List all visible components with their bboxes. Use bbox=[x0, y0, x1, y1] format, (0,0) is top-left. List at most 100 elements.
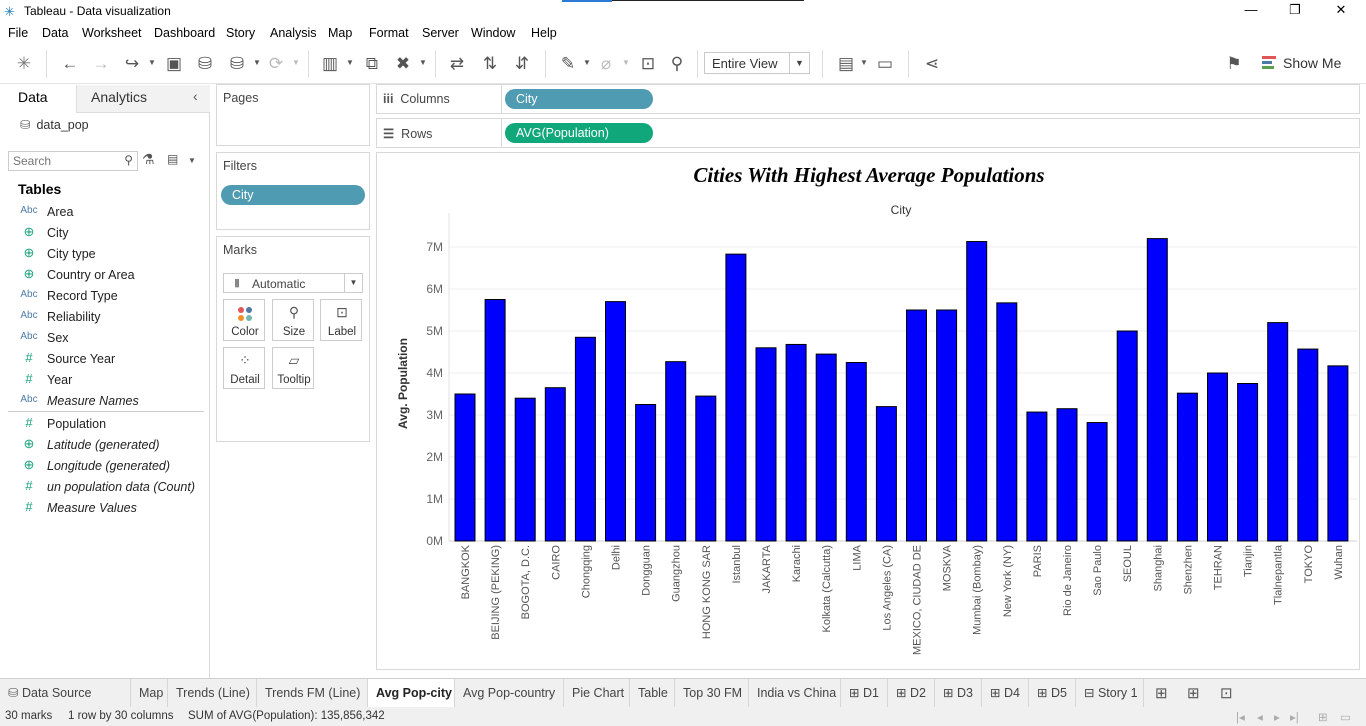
filmstrip-icon[interactable]: ▭ bbox=[1340, 712, 1351, 724]
tab-trends-line[interactable]: Trends (Line) bbox=[168, 679, 257, 708]
menu-server[interactable]: Server bbox=[422, 26, 459, 40]
pages-card[interactable]: Pages bbox=[216, 84, 370, 146]
new-dashboard-tab-icon[interactable]: ⊞ bbox=[1187, 685, 1200, 702]
tab-data[interactable]: Data bbox=[0, 85, 76, 113]
view-dropdown-icon[interactable]: ▼ bbox=[188, 156, 196, 165]
show-mark-labels-icon[interactable]: ⊡ bbox=[640, 54, 656, 73]
sort-ascending-icon[interactable]: ⇅ bbox=[482, 54, 498, 73]
clear-dropdown-icon[interactable]: ▼ bbox=[419, 58, 427, 67]
show-me-button[interactable]: Show Me bbox=[1256, 51, 1366, 75]
menu-map[interactable]: Map bbox=[328, 26, 353, 40]
tab-table[interactable]: Table bbox=[630, 679, 675, 708]
tab-story-1[interactable]: ⊟ Story 1 bbox=[1076, 679, 1144, 708]
tableau-home-icon[interactable]: ✳ bbox=[16, 54, 32, 73]
menu-dashboard[interactable]: Dashboard bbox=[154, 26, 216, 40]
tab-data-source[interactable]: ⛁ Data Source bbox=[0, 679, 131, 708]
restore-button[interactable]: ❐ bbox=[1289, 2, 1301, 17]
rows-shelf[interactable]: ☰ Rows AVG(Population) bbox=[376, 118, 1360, 148]
sheet-nav-prev-icon[interactable]: ◂ bbox=[1257, 712, 1263, 724]
field-longitude[interactable]: ⊕ Longitude (generated) bbox=[0, 456, 205, 477]
bar-chart[interactable]: 0M 1M 2M 3M 4M 5M 6M 7M Avg. Population BANGKOK BE… bbox=[377, 153, 1361, 671]
field-country-or-area[interactable]: ⊕ Country or Area bbox=[0, 265, 205, 286]
filter-icon[interactable]: ⚗ bbox=[142, 151, 155, 167]
fix-axes-icon[interactable]: ⚲ bbox=[670, 54, 684, 73]
menu-data[interactable]: Data bbox=[42, 26, 69, 40]
tooltip-button[interactable]: ▱ Tooltip bbox=[272, 347, 314, 389]
undo-icon[interactable]: ← bbox=[61, 54, 79, 73]
tab-d5[interactable]: ⊞ D5 bbox=[1029, 679, 1076, 708]
data-source-item[interactable]: ⛁ data_pop bbox=[20, 117, 89, 132]
tab-d3[interactable]: ⊞ D3 bbox=[935, 679, 982, 708]
filter-pill-city[interactable]: City bbox=[221, 185, 365, 205]
sort-descending-icon[interactable]: ⇵ bbox=[514, 54, 530, 73]
group-members-icon[interactable]: ⌀ bbox=[600, 54, 612, 73]
show-cards-icon[interactable]: ▤ bbox=[837, 54, 855, 73]
format-painter-icon[interactable]: ⚑ bbox=[1226, 54, 1242, 73]
highlight-dropdown-icon[interactable]: ▼ bbox=[583, 58, 591, 67]
search-input[interactable] bbox=[13, 154, 117, 168]
color-button[interactable]: Color bbox=[223, 299, 265, 341]
new-sheet-dropdown-icon[interactable]: ▼ bbox=[346, 58, 354, 67]
field-source-year[interactable]: # Source Year bbox=[0, 349, 205, 370]
menu-file[interactable]: File bbox=[8, 26, 29, 40]
close-button[interactable]: ✕ bbox=[1335, 2, 1347, 17]
redo-icon[interactable]: → bbox=[92, 54, 110, 73]
pause-dropdown-icon[interactable]: ▼ bbox=[253, 58, 261, 67]
tab-top-30-fm[interactable]: Top 30 FM bbox=[675, 679, 749, 708]
cards-dropdown-icon[interactable]: ▼ bbox=[860, 58, 868, 67]
marks-card[interactable]: Marks ▮ Automatic ▼ Color ⚲ Size ⊡ Label… bbox=[216, 236, 370, 442]
sheet-nav-next-icon[interactable]: ▸ bbox=[1274, 712, 1280, 724]
field-city-type[interactable]: ⊕ City type bbox=[0, 244, 205, 265]
field-city[interactable]: ⊕ City bbox=[0, 223, 205, 244]
highlight-icon[interactable]: ✎ bbox=[560, 54, 576, 73]
duplicate-sheet-icon[interactable]: ⧉ bbox=[365, 54, 379, 73]
presentation-mode-icon[interactable]: ▭ bbox=[876, 54, 894, 73]
tab-trends-fm-line[interactable]: Trends FM (Line) bbox=[257, 679, 368, 708]
field-latitude[interactable]: ⊕ Latitude (generated) bbox=[0, 435, 205, 456]
detail-button[interactable]: ⁘ Detail bbox=[223, 347, 265, 389]
sheet-nav-last-icon[interactable]: ▸| bbox=[1290, 712, 1299, 724]
refresh-dropdown-icon[interactable]: ▼ bbox=[292, 58, 300, 67]
menu-worksheet[interactable]: Worksheet bbox=[82, 26, 142, 40]
tab-avg-pop-city[interactable]: Avg Pop-city bbox=[368, 679, 455, 708]
menu-story[interactable]: Story bbox=[226, 26, 256, 40]
menu-analysis[interactable]: Analysis bbox=[270, 26, 317, 40]
field-record-type[interactable]: Abc Record Type bbox=[0, 286, 205, 307]
tab-pie-chart[interactable]: Pie Chart bbox=[564, 679, 630, 708]
field-area[interactable]: Abc Area bbox=[0, 202, 205, 223]
replay-dropdown-icon[interactable]: ▼ bbox=[148, 58, 156, 67]
tab-analytics[interactable]: Analytics ‹ bbox=[76, 85, 210, 113]
field-population[interactable]: # Population bbox=[0, 414, 205, 435]
tab-d1[interactable]: ⊞ D1 bbox=[841, 679, 888, 708]
rows-pill-avg-population[interactable]: AVG(Population) bbox=[505, 123, 653, 143]
field-reliability[interactable]: Abc Reliability bbox=[0, 307, 205, 328]
tab-avg-pop-country[interactable]: Avg Pop-country bbox=[455, 679, 564, 708]
replay-icon[interactable]: ↪ bbox=[124, 54, 140, 73]
new-worksheet-icon[interactable]: ▥ bbox=[321, 54, 339, 73]
menu-format[interactable]: Format bbox=[369, 26, 409, 40]
label-button[interactable]: ⊡ Label bbox=[320, 299, 362, 341]
view-options-icon[interactable]: ▤ bbox=[167, 152, 179, 166]
sheet-nav-first-icon[interactable]: |◂ bbox=[1236, 712, 1245, 724]
field-measure-names[interactable]: Abc Measure Names bbox=[0, 391, 205, 412]
search-field[interactable]: ⚲ bbox=[8, 151, 138, 171]
columns-shelf[interactable]: iii Columns City bbox=[376, 84, 1360, 114]
tab-d2[interactable]: ⊞ D2 bbox=[888, 679, 935, 708]
sheet-sorter-icon[interactable]: ⊞ bbox=[1318, 712, 1328, 724]
collapse-pane-icon[interactable]: ‹ bbox=[193, 88, 198, 104]
share-icon[interactable]: ⋖ bbox=[924, 54, 940, 73]
columns-pill-city[interactable]: City bbox=[505, 89, 653, 109]
field-year[interactable]: # Year bbox=[0, 370, 205, 391]
filters-card[interactable]: Filters City bbox=[216, 152, 370, 230]
minimize-button[interactable]: — bbox=[1244, 2, 1258, 17]
field-sex[interactable]: Abc Sex bbox=[0, 328, 205, 349]
group-dropdown-icon[interactable]: ▼ bbox=[622, 58, 630, 67]
pause-updates-icon[interactable]: ⛁ bbox=[229, 54, 245, 73]
chevron-down-icon[interactable]: ▼ bbox=[789, 53, 809, 73]
clear-sheet-icon[interactable]: ✖ bbox=[395, 54, 411, 73]
save-icon[interactable]: ▣ bbox=[165, 54, 183, 73]
size-button[interactable]: ⚲ Size bbox=[272, 299, 314, 341]
mark-type-select[interactable]: ▮ Automatic ▼ bbox=[223, 273, 363, 293]
new-data-source-icon[interactable]: ⛁ bbox=[197, 54, 213, 73]
menu-help[interactable]: Help bbox=[531, 26, 557, 40]
